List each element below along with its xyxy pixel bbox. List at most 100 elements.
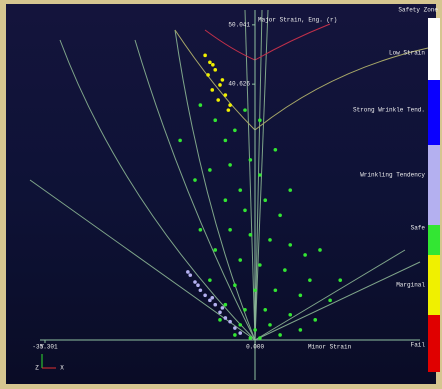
point xyxy=(218,83,222,87)
point xyxy=(188,273,193,277)
point xyxy=(211,62,215,67)
point xyxy=(223,302,228,307)
point xyxy=(213,118,218,123)
point xyxy=(208,298,212,303)
point xyxy=(233,326,237,330)
point xyxy=(238,188,243,192)
point xyxy=(273,288,278,293)
point xyxy=(218,310,222,315)
point xyxy=(223,316,228,320)
point xyxy=(303,253,307,257)
point xyxy=(248,158,253,162)
triad-label: X xyxy=(60,365,64,372)
x-tick-label: 0.000 xyxy=(246,344,264,351)
point xyxy=(206,73,210,77)
point xyxy=(328,298,332,303)
legend-swatch xyxy=(428,80,440,145)
triad-label: Y xyxy=(40,344,44,351)
point xyxy=(278,213,282,218)
point xyxy=(203,53,207,58)
legend-label: Fail xyxy=(411,342,426,349)
point xyxy=(233,283,237,288)
point xyxy=(208,60,212,65)
point xyxy=(258,173,262,177)
point xyxy=(223,93,228,97)
point xyxy=(210,296,215,300)
point xyxy=(213,302,218,307)
legend-swatch xyxy=(428,315,440,372)
point xyxy=(198,103,203,107)
point xyxy=(238,331,243,335)
legend-swatch xyxy=(428,255,440,315)
point xyxy=(193,280,197,284)
x-tick-label: -35.301 xyxy=(32,344,58,351)
point xyxy=(198,227,203,232)
point xyxy=(318,248,322,252)
point xyxy=(248,233,253,237)
point xyxy=(253,328,257,332)
point xyxy=(283,268,287,272)
point xyxy=(238,258,243,262)
legend-label: Strong Wrinkle Tend. xyxy=(353,107,425,114)
point xyxy=(220,306,225,310)
point xyxy=(218,318,222,322)
legend-swatch xyxy=(428,225,440,255)
point xyxy=(288,243,293,247)
legend-title: Safety Zone xyxy=(398,7,438,14)
point xyxy=(220,78,225,82)
point xyxy=(178,138,182,143)
point xyxy=(228,319,232,324)
point xyxy=(258,336,262,340)
point xyxy=(233,128,237,133)
point xyxy=(186,270,190,274)
point xyxy=(198,288,203,293)
point xyxy=(210,88,215,92)
point xyxy=(203,293,207,298)
point xyxy=(263,198,268,202)
point xyxy=(213,68,218,72)
y-axis-label: Major Strain, Eng. (r) xyxy=(258,17,337,24)
legend-label: Wrinkling Tendency xyxy=(360,172,425,179)
point xyxy=(233,333,237,337)
point xyxy=(208,168,212,172)
legend-label: Marginal xyxy=(396,282,425,289)
legend-label: Low Strain xyxy=(389,50,425,57)
y-tick-label: 50.041 xyxy=(228,21,250,28)
triad-label: Z xyxy=(35,365,39,372)
point xyxy=(298,328,303,332)
point xyxy=(288,313,293,317)
point xyxy=(243,108,247,112)
point xyxy=(243,307,247,312)
legend-swatch xyxy=(428,18,440,80)
point xyxy=(213,248,218,252)
point xyxy=(228,227,232,232)
point xyxy=(273,148,278,152)
point xyxy=(278,333,282,337)
point xyxy=(248,336,253,340)
point xyxy=(258,263,262,267)
point xyxy=(253,288,257,293)
point xyxy=(338,278,343,282)
point xyxy=(193,178,197,182)
point xyxy=(223,198,228,202)
point xyxy=(228,163,232,167)
point xyxy=(228,103,232,107)
point xyxy=(208,278,212,282)
point xyxy=(258,118,262,123)
plot-background xyxy=(6,4,436,384)
point xyxy=(268,238,272,242)
point xyxy=(243,208,247,213)
point xyxy=(298,293,303,298)
point xyxy=(288,188,293,192)
point xyxy=(308,278,312,282)
legend-label: Safe xyxy=(411,225,426,232)
point xyxy=(216,98,221,102)
axis-triad: Y Z X xyxy=(35,344,64,372)
y-tick-label: 40.626 xyxy=(228,81,250,88)
point xyxy=(223,138,228,143)
point xyxy=(226,108,231,112)
point xyxy=(268,323,272,327)
point xyxy=(196,283,200,288)
